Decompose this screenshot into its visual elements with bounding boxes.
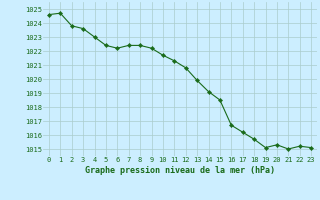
X-axis label: Graphe pression niveau de la mer (hPa): Graphe pression niveau de la mer (hPa) — [85, 166, 275, 175]
